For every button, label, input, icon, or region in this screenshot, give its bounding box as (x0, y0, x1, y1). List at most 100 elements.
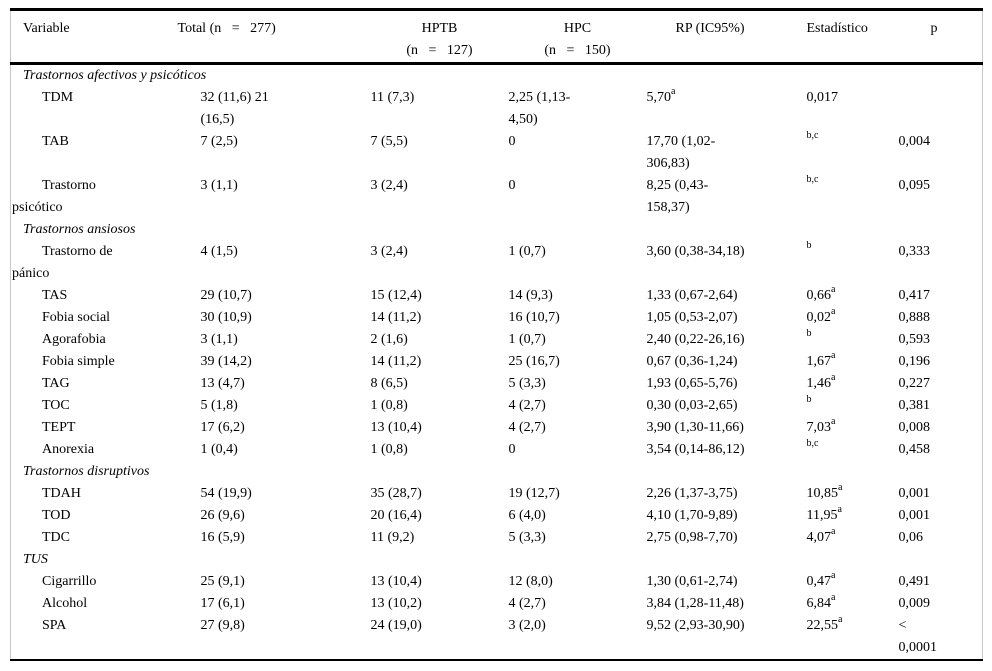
cell-variable-value: TOC (42, 398, 70, 413)
cell-rp: 0,30 (0,03-2,65) (647, 395, 807, 417)
cell-total: 39 (14,2) (201, 351, 371, 373)
superscript-marker: a (831, 526, 836, 538)
cell-p-value: 0,491 (898, 574, 931, 589)
cell-p: 0,333 (899, 241, 983, 285)
cell-hptb: 11 (9,2) (371, 527, 509, 549)
table-row: Alcohol 17 (6,1) 13 (10,2) 4 (2,7) 3,84 (1,2… (11, 593, 983, 615)
table-row: TAS 29 (10,7) 15 (12,4) 14 (9,3) 1,33 (0,67-… (11, 285, 983, 307)
section-title: Trastornos afectivos y psicóticos (23, 68, 207, 83)
cell-hpc: 4 (2,7) (509, 417, 647, 439)
cell-total: 30 (10,9) (201, 307, 371, 329)
cell-hpc: 6 (4,0) (509, 505, 647, 527)
cell-p: 0,001 (899, 483, 983, 505)
cell-variable: TAS (11, 285, 201, 307)
cell-estadistico: b,c (807, 439, 899, 461)
cell-variable: TDM (11, 87, 201, 131)
cell-p-value: 0,458 (898, 442, 931, 457)
cell-hptb-value: 15 (12,4) (370, 288, 422, 303)
cell-total-value: 1 (0,4) (200, 442, 238, 457)
cell-hptb-value: 13 (10,4) (370, 574, 422, 589)
cell-p-value: 0,008 (898, 420, 931, 435)
cell-hptb-value: 3 (2,4) (370, 244, 408, 259)
superscript-marker: a (831, 592, 836, 604)
cell-hpc: 1 (0,7) (509, 241, 647, 285)
cell-total-value: 54 (19,9) (200, 486, 252, 501)
cell-variable-value: Cigarrillo (42, 574, 97, 589)
table-body: Trastornos afectivos y psicóticos TDM 32 (… (11, 64, 983, 661)
cell-hptb-value: 24 (19,0) (370, 618, 422, 633)
cell-total: 7 (2,5) (201, 131, 371, 175)
cell-rp: 1,05 (0,53-2,07) (647, 307, 807, 329)
cell-p-value: 0,06 (898, 530, 924, 545)
cell-hptb: 1 (0,8) (371, 439, 509, 461)
cell-hpc: 16 (10,7) (509, 307, 647, 329)
table-row: TAB 7 (2,5) 7 (5,5) 0 17,70 (1,02- 306,83) b,… (11, 131, 983, 175)
cell-variable: TDC (11, 527, 201, 549)
cell-hptb: 8 (6,5) (371, 373, 509, 395)
table-row: Agorafobia 3 (1,1) 2 (1,6) 1 (0,7) 2,40 (0,2… (11, 329, 983, 351)
cell-variable: Trastorno de pánico (11, 241, 201, 285)
cell-p: 0,06 (899, 527, 983, 549)
cell-estadistico: 1,46a (807, 373, 899, 395)
cell-total-value: 30 (10,9) (200, 310, 252, 325)
superscript-marker: a (831, 350, 836, 362)
superscript-marker: b,c (806, 438, 819, 450)
cell-rp: 1,93 (0,65-5,76) (647, 373, 807, 395)
section-title: Trastornos ansiosos (23, 222, 136, 237)
cell-p (899, 87, 983, 131)
cell-p-value: 0,001 (898, 486, 931, 501)
cell-rp: 3,84 (1,28-11,48) (647, 593, 807, 615)
cell-rp-value: 17,70 (1,02- 306,83) (646, 134, 716, 171)
column-header-hpc-sub: (n = 150) (544, 43, 611, 58)
cell-total: 27 (9,8) (201, 615, 371, 660)
superscript-marker: b,c (806, 174, 819, 186)
cell-total: 3 (1,1) (201, 329, 371, 351)
cell-total: 25 (9,1) (201, 571, 371, 593)
cell-rp-value: 8,25 (0,43- 158,37) (646, 178, 709, 215)
superscript-marker: a (837, 504, 842, 516)
cell-variable: Fobia simple (11, 351, 201, 373)
column-header-hptb-label: HPTB (421, 21, 458, 36)
superscript-marker: a (831, 306, 836, 318)
cell-total-value: 29 (10,7) (200, 288, 252, 303)
cell-hpc: 5 (3,3) (509, 373, 647, 395)
cell-rp-value: 2,26 (1,37-3,75) (646, 486, 738, 501)
cell-estadistico-value: 11,95 (806, 508, 838, 523)
cell-hpc-value: 0 (508, 442, 516, 457)
cell-variable-value: TAS (42, 288, 68, 303)
cell-rp: 3,90 (1,30-11,66) (647, 417, 807, 439)
cell-rp: 1,33 (0,67-2,64) (647, 285, 807, 307)
cell-hpc-value: 6 (4,0) (508, 508, 546, 523)
cell-p: 0,417 (899, 285, 983, 307)
cell-rp-value: 2,40 (0,22-26,16) (646, 332, 745, 347)
cell-rp-value: 9,52 (2,93-30,90) (646, 618, 745, 633)
cell-total: 1 (0,4) (201, 439, 371, 461)
cell-variable: Agorafobia (11, 329, 201, 351)
cell-total-value: 32 (11,6) 21 (16,5) (200, 90, 269, 127)
cell-hptb: 15 (12,4) (371, 285, 509, 307)
cell-total-value: 27 (9,8) (200, 618, 245, 633)
cell-total: 54 (19,9) (201, 483, 371, 505)
comorbidity-table: Variable Total (n = 277) HPTB (n = 127) … (10, 8, 983, 661)
cell-hptb-value: 1 (0,8) (370, 398, 408, 413)
cell-variable-value: TDM (42, 90, 74, 105)
section-row: Trastornos afectivos y psicóticos (11, 64, 983, 88)
cell-rp: 4,10 (1,70-9,89) (647, 505, 807, 527)
cell-p: 0,458 (899, 439, 983, 461)
column-header-hpc-label: HPC (563, 21, 592, 36)
table-row: TDM 32 (11,6) 21 (16,5) 11 (7,3) 2,25 (1,13… (11, 87, 983, 131)
cell-estadistico: 11,95a (807, 505, 899, 527)
cell-hptb-value: 7 (5,5) (370, 134, 408, 149)
cell-p: 0,008 (899, 417, 983, 439)
cell-p-value: 0,004 (898, 134, 931, 149)
cell-total: 13 (4,7) (201, 373, 371, 395)
cell-estadistico: 0,47a (807, 571, 899, 593)
cell-rp: 3,60 (0,38-34,18) (647, 241, 807, 285)
cell-variable-value: Fobia social (42, 310, 111, 325)
cell-variable-value: TDC (42, 530, 70, 545)
cell-hptb: 24 (19,0) (371, 615, 509, 660)
column-header-total: Total (n = 277) (178, 9, 371, 65)
cell-variable-value: Trastorno psicótico (12, 178, 96, 215)
cell-estadistico: 0,02a (807, 307, 899, 329)
cell-variable-value: TAG (42, 376, 70, 391)
